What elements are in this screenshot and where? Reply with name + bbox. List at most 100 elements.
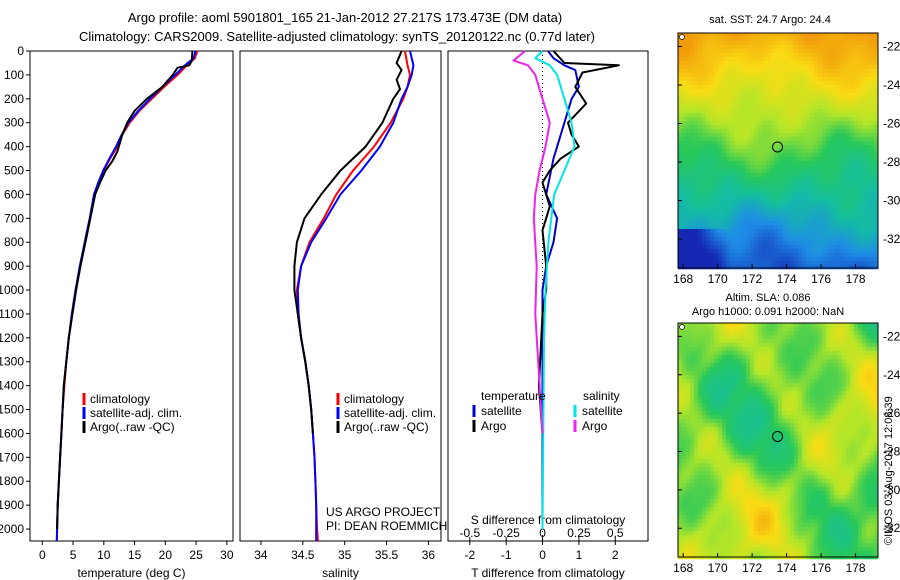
map-cell: [686, 133, 691, 138]
map-cell: [830, 81, 835, 86]
map-cell: [822, 391, 827, 396]
map-cell: [730, 395, 735, 400]
map-cell: [734, 33, 739, 38]
map-cell: [854, 257, 859, 262]
map-lat-label: -32: [883, 232, 900, 246]
map-cell: [810, 439, 815, 444]
map-cell: [678, 375, 683, 380]
map-cell: [782, 427, 787, 432]
map-cell: [870, 105, 875, 110]
map-cell: [806, 431, 811, 436]
map-cell: [686, 423, 691, 428]
map-cell: [786, 261, 791, 266]
map-cell: [734, 471, 739, 476]
map-cell: [834, 383, 839, 388]
map-cell: [842, 415, 847, 420]
map-cell: [762, 221, 767, 226]
map-cell: [750, 443, 755, 448]
map-cell: [722, 253, 727, 258]
map-cell: [834, 375, 839, 380]
map-cell: [758, 157, 763, 162]
map-cell: [862, 45, 867, 50]
map-cell: [862, 121, 867, 126]
map-cell: [706, 81, 711, 86]
map-cell: [682, 225, 687, 230]
map-cell: [734, 165, 739, 170]
map-cell: [754, 57, 759, 62]
map-cell: [818, 245, 823, 250]
map-cell: [802, 331, 807, 336]
map-cell: [738, 81, 743, 86]
map-cell: [694, 237, 699, 242]
map-cell: [766, 45, 771, 50]
map-cell: [722, 383, 727, 388]
series-line-temperature-satellite: [541, 50, 580, 529]
map-cell: [794, 93, 799, 98]
x-axis-label: salinity: [322, 566, 359, 580]
map-cell: [806, 355, 811, 360]
map-cell: [682, 347, 687, 352]
map-cell: [758, 141, 763, 146]
map-cell: [826, 261, 831, 266]
map-cell: [742, 117, 747, 122]
map-cell: [866, 101, 871, 106]
map-cell: [818, 193, 823, 198]
map-cell: [686, 471, 691, 476]
map-cell: [678, 233, 683, 238]
map-cell: [718, 451, 723, 456]
map-cell: [806, 467, 811, 472]
map-cell: [714, 233, 719, 238]
map-cell: [858, 201, 863, 206]
map-cell: [826, 383, 831, 388]
map-cell: [730, 45, 735, 50]
map-cell: [722, 69, 727, 74]
map-cell: [854, 241, 859, 246]
map-cell: [722, 347, 727, 352]
map-cell: [770, 423, 775, 428]
map-cell: [810, 85, 815, 90]
map-cell: [866, 335, 871, 340]
map-cell: [694, 245, 699, 250]
map-cell: [774, 65, 779, 70]
map-cell: [710, 249, 715, 254]
map-cell: [814, 443, 819, 448]
map-cell: [810, 129, 815, 134]
map-cell: [702, 97, 707, 102]
map-cell: [862, 157, 867, 162]
map-cell: [870, 69, 875, 74]
map-cell: [806, 323, 811, 328]
map-cell: [678, 169, 683, 174]
map-cell: [866, 185, 871, 190]
map-cell: [742, 471, 747, 476]
map-cell: [854, 261, 859, 266]
map-cell: [714, 443, 719, 448]
map-cell: [810, 137, 815, 142]
map-cell: [770, 161, 775, 166]
map-cell: [834, 323, 839, 328]
map-cell: [818, 419, 823, 424]
map-cell: [798, 225, 803, 230]
map-cell: [846, 265, 851, 270]
map-cell: [694, 371, 699, 376]
map-cell: [786, 81, 791, 86]
map-cell: [730, 233, 735, 238]
map-cell: [762, 343, 767, 348]
map-cell: [686, 459, 691, 464]
map-cell: [730, 399, 735, 404]
map-cell: [682, 391, 687, 396]
map-cell: [714, 101, 719, 106]
map-cell: [798, 181, 803, 186]
map-cell: [850, 189, 855, 194]
map-cell: [850, 169, 855, 174]
map-cell: [838, 129, 843, 134]
map-cell: [682, 363, 687, 368]
map-cell: [734, 53, 739, 58]
map-cell: [806, 347, 811, 352]
map-cell: [838, 93, 843, 98]
map-cell: [706, 395, 711, 400]
map-cell: [802, 201, 807, 206]
map-cell: [814, 455, 819, 460]
map-cell: [734, 463, 739, 468]
map-cell: [686, 395, 691, 400]
map-cell: [730, 443, 735, 448]
